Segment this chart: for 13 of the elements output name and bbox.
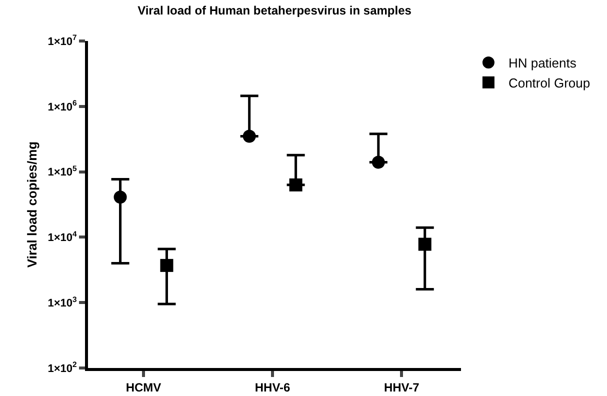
y-axis-title: Viral load copies/mg — [24, 141, 40, 268]
legend-label: HN patients — [508, 56, 577, 71]
chart-title: Viral load of Human betaherpesvirus in samples — [138, 3, 412, 18]
x-tick-label: HCMV — [126, 380, 162, 394]
y-tick-label: 1×10$^{6}$ — [48, 98, 77, 114]
x-tick-label: HHV-7 — [384, 380, 420, 394]
y-tick-label: 1×10$^{5}$ — [48, 164, 78, 179]
y-tick-label: 1×10$^{7}$ — [48, 33, 77, 48]
x-tick-label: HHV-6 — [254, 380, 291, 394]
y-tick-label: 1×10$^{4}$ — [48, 229, 78, 244]
y-tick-label: 1×10$^{2}$ — [48, 360, 77, 375]
legend-label: Control Group — [508, 75, 590, 90]
y-tick-label: 1×10$^{3}$ — [48, 294, 77, 310]
